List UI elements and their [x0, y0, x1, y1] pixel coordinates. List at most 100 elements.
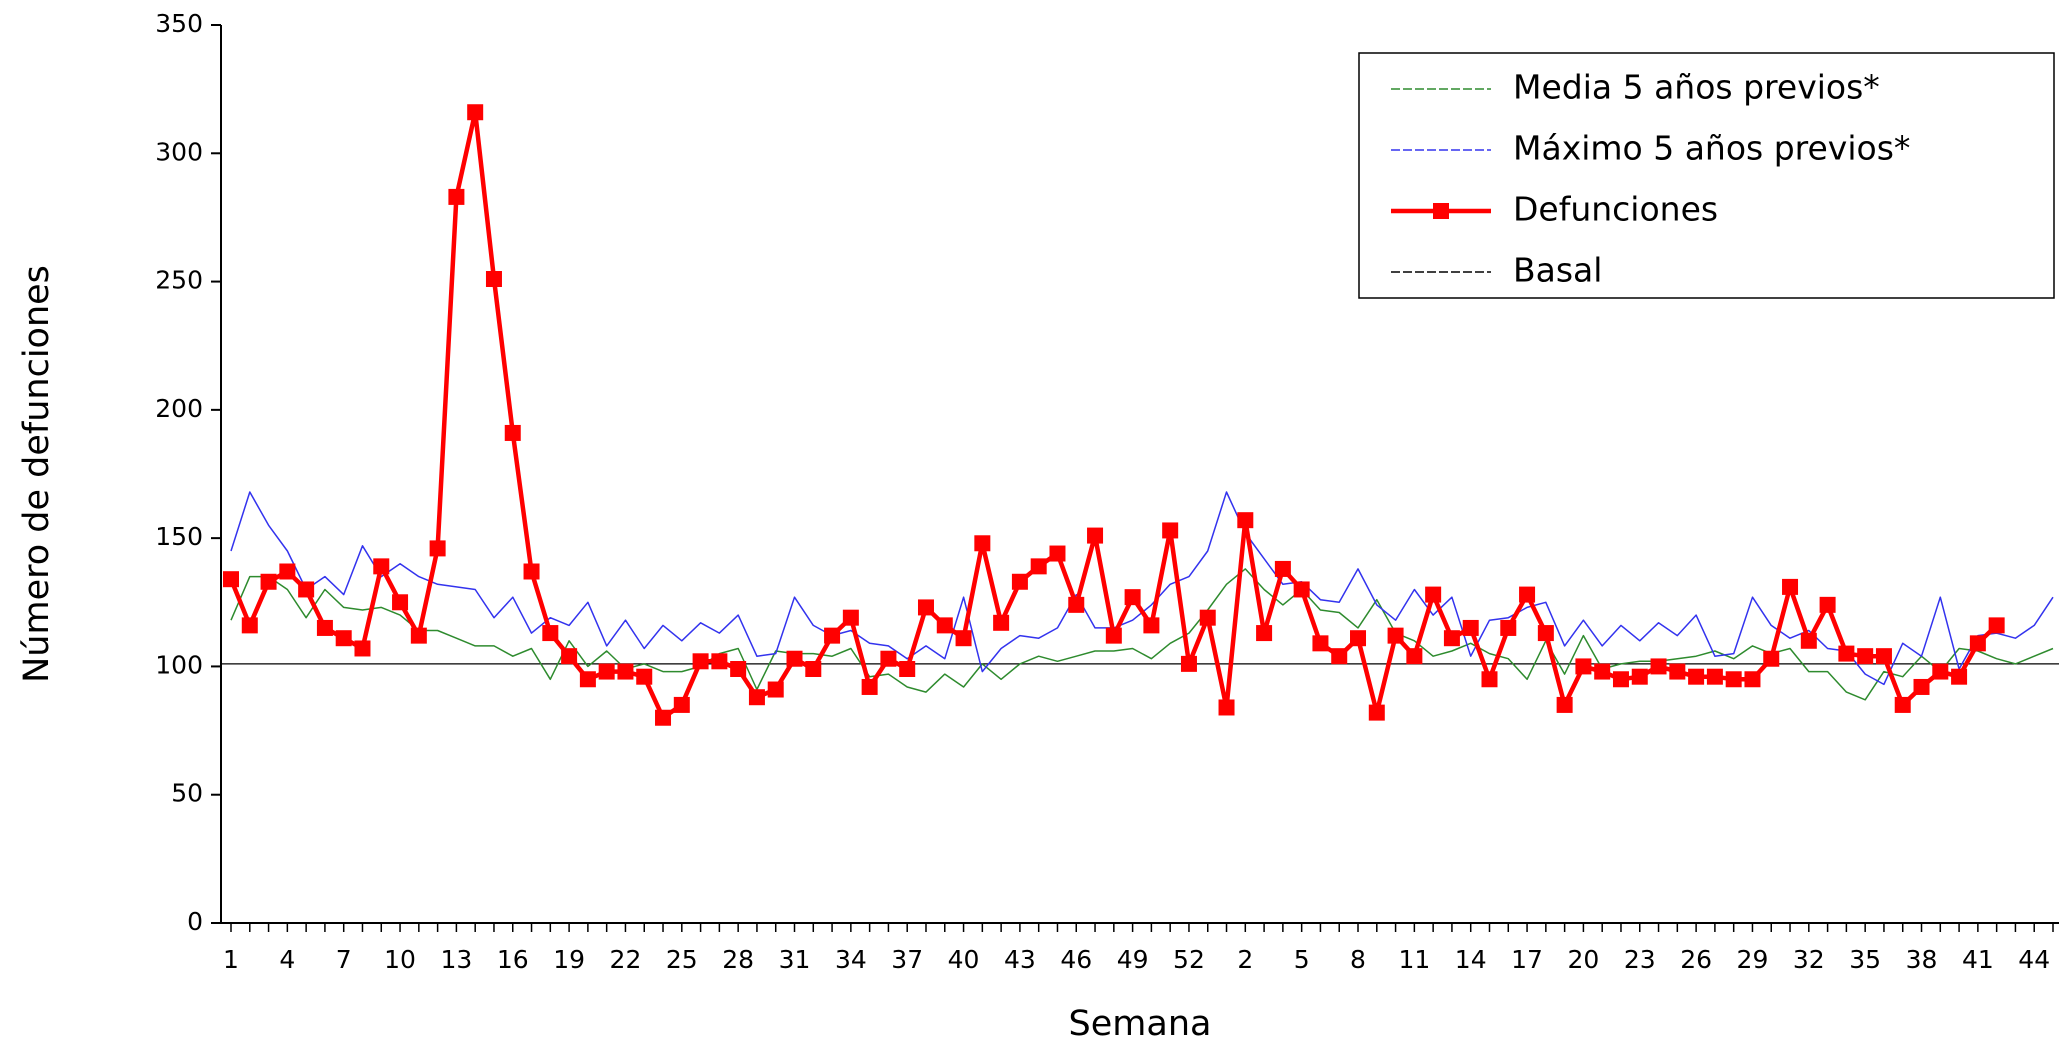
x-tick-label: 8	[1350, 945, 1366, 974]
marker	[955, 630, 972, 647]
marker	[1368, 704, 1385, 721]
x-tick-label: 52	[1173, 945, 1205, 974]
x-tick-label: 43	[1004, 945, 1036, 974]
marker	[298, 581, 315, 598]
marker	[1443, 630, 1460, 647]
marker	[1969, 635, 1986, 652]
marker	[861, 678, 878, 695]
marker	[617, 663, 634, 680]
marker	[579, 671, 596, 688]
marker	[1857, 648, 1874, 665]
x-tick-label: 37	[891, 945, 923, 974]
marker	[1143, 617, 1160, 634]
legend-label: Basal	[1513, 251, 1602, 290]
x-tick-label: 2	[1237, 945, 1253, 974]
marker	[1913, 678, 1930, 695]
marker	[598, 663, 615, 680]
marker	[748, 689, 765, 706]
marker	[241, 617, 258, 634]
legend-label: Media 5 años previos*	[1513, 68, 1880, 107]
x-tick-label: 23	[1624, 945, 1656, 974]
x-tick-label: 34	[835, 945, 867, 974]
x-tick-label: 32	[1793, 945, 1825, 974]
marker	[1988, 617, 2005, 634]
marker	[523, 563, 540, 580]
y-tick-label: 100	[155, 650, 203, 679]
y-tick-label: 150	[155, 522, 203, 551]
marker	[1350, 630, 1367, 647]
x-tick-label: 4	[279, 945, 295, 974]
x-tick-label: 10	[384, 945, 416, 974]
y-axis-title: Número de defunciones	[17, 265, 57, 683]
x-tick-label: 1	[223, 945, 239, 974]
y-tick-label: 300	[155, 137, 203, 166]
x-tick-label: 49	[1117, 945, 1149, 974]
marker	[1462, 619, 1479, 636]
x-tick-label: 20	[1568, 945, 1600, 974]
marker	[655, 709, 672, 726]
x-tick-label: 38	[1906, 945, 1938, 974]
legend-label: Defunciones	[1513, 190, 1718, 229]
marker	[1575, 658, 1592, 675]
marker	[880, 650, 897, 667]
marker	[730, 660, 747, 677]
y-tick-label: 50	[171, 779, 203, 808]
marker	[1500, 619, 1517, 636]
marker	[1256, 625, 1273, 642]
marker	[1556, 696, 1573, 713]
marker	[485, 271, 502, 288]
marker	[1838, 645, 1855, 662]
marker	[1650, 658, 1667, 675]
x-tick-label: 13	[440, 945, 472, 974]
x-tick-label: 17	[1511, 945, 1543, 974]
x-tick-label: 41	[1962, 945, 1994, 974]
marker	[467, 104, 484, 121]
marker	[260, 573, 277, 590]
marker	[223, 571, 239, 588]
marker	[1312, 635, 1329, 652]
marker	[448, 188, 465, 205]
marker	[1331, 648, 1348, 665]
y-tick-label: 0	[187, 907, 203, 936]
marker	[786, 650, 803, 667]
marker	[1951, 668, 1968, 685]
marker	[1819, 596, 1836, 613]
marker	[1387, 627, 1404, 644]
marker	[1199, 609, 1216, 626]
marker	[1894, 696, 1911, 713]
marker	[1481, 671, 1498, 688]
marker	[1030, 558, 1047, 575]
x-tick-label: 19	[553, 945, 585, 974]
marker	[410, 627, 427, 644]
marker	[936, 617, 953, 634]
marker	[692, 653, 709, 670]
legend-marker	[1433, 203, 1449, 219]
marker	[1800, 632, 1817, 649]
marker	[1537, 625, 1554, 642]
marker	[1875, 648, 1892, 665]
x-tick-label: 7	[336, 945, 352, 974]
marker	[993, 614, 1010, 631]
marker	[767, 681, 784, 698]
x-tick-label: 16	[497, 945, 529, 974]
marker	[373, 558, 390, 575]
x-tick-label: 14	[1455, 945, 1487, 974]
x-tick-label: 40	[948, 945, 980, 974]
marker	[1744, 671, 1761, 688]
marker	[1124, 589, 1141, 606]
marker	[974, 535, 991, 552]
legend-box	[1358, 52, 2055, 299]
x-tick-label: 22	[610, 945, 642, 974]
marker	[842, 609, 859, 626]
marker	[1293, 581, 1310, 598]
marker	[504, 424, 521, 441]
legend-label: Máximo 5 años previos*	[1513, 129, 1910, 168]
x-tick-label: 46	[1060, 945, 1092, 974]
marker	[316, 619, 333, 636]
marker	[1218, 699, 1235, 716]
marker	[1087, 527, 1104, 544]
marker	[354, 640, 371, 657]
marker	[279, 563, 296, 580]
x-tick-label: 29	[1737, 945, 1769, 974]
marker	[1669, 663, 1686, 680]
